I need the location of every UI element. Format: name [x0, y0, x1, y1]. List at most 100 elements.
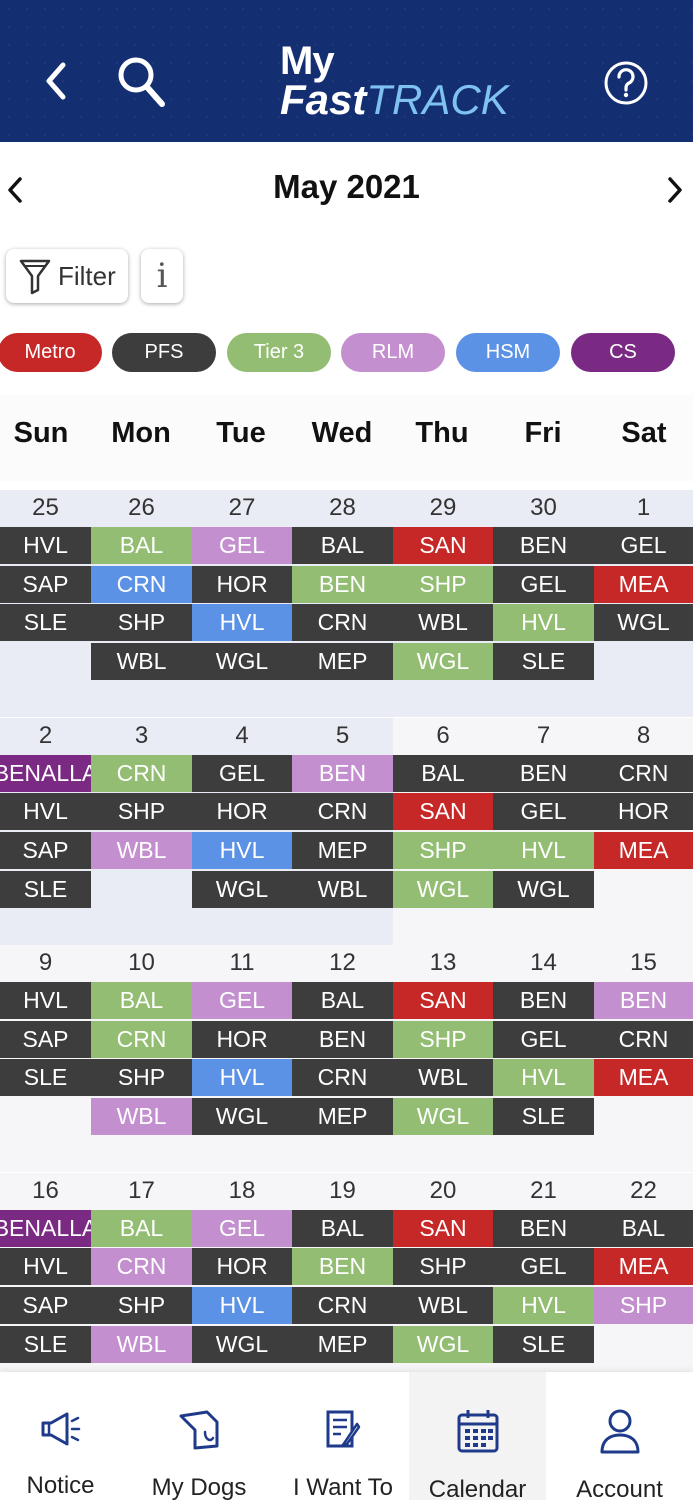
- meeting-entry-wgl[interactable]: WGL: [393, 1098, 493, 1136]
- meeting-entry-wgl[interactable]: WGL: [393, 1325, 493, 1363]
- meeting-entry-wgl[interactable]: WGL: [192, 643, 292, 681]
- meeting-entry-hor[interactable]: HOR: [594, 793, 693, 831]
- legend-pill-metro[interactable]: Metro: [0, 333, 102, 372]
- calendar-day-cell[interactable]: 12 BAL BEN CRN MEP: [292, 945, 393, 1172]
- meeting-entry-shp[interactable]: SHP: [393, 1248, 493, 1286]
- meeting-entry-sap[interactable]: SAP: [0, 565, 91, 603]
- info-button[interactable]: i: [141, 249, 183, 303]
- calendar-day-cell[interactable]: 14 BEN GEL HVL SLE: [493, 945, 594, 1172]
- meeting-entry-gel[interactable]: GEL: [493, 1020, 594, 1058]
- meeting-entry-hvl[interactable]: HVL: [493, 1286, 594, 1324]
- meeting-entry-wbl[interactable]: WBL: [91, 1098, 192, 1136]
- calendar-day-cell[interactable]: 10 BAL CRN SHP WBL: [91, 945, 192, 1172]
- meeting-entry-bal[interactable]: BAL: [292, 1209, 393, 1247]
- meeting-entry-wgl[interactable]: WGL: [493, 870, 594, 908]
- meeting-entry-sap[interactable]: SAP: [0, 1020, 91, 1058]
- meeting-entry-sle[interactable]: SLE: [0, 604, 91, 642]
- calendar-day-cell[interactable]: 20 SAN SHP WBL WGL: [393, 1172, 493, 1372]
- meeting-entry-mep[interactable]: MEP: [292, 831, 393, 869]
- meeting-entry-hvl[interactable]: HVL: [192, 831, 292, 869]
- meeting-entry-ben[interactable]: BEN: [292, 565, 393, 603]
- meeting-entry-crn[interactable]: CRN: [292, 604, 393, 642]
- legend-pill-rlm[interactable]: RLM: [341, 333, 445, 372]
- meeting-entry-gel[interactable]: GEL: [192, 982, 292, 1019]
- meeting-entry-wbl[interactable]: WBL: [393, 1286, 493, 1324]
- meeting-entry-sle[interactable]: SLE: [493, 1098, 594, 1136]
- meeting-entry-shp[interactable]: SHP: [393, 831, 493, 869]
- meeting-entry-crn[interactable]: CRN: [91, 1020, 192, 1058]
- meeting-entry-mep[interactable]: MEP: [292, 1098, 393, 1136]
- calendar-day-cell[interactable]: 21 BEN GEL HVL SLE: [493, 1172, 594, 1372]
- meeting-entry-ben[interactable]: BEN: [292, 754, 393, 792]
- meeting-entry-wbl[interactable]: WBL: [91, 831, 192, 869]
- meeting-entry-shp[interactable]: SHP: [91, 793, 192, 831]
- meeting-entry-mea[interactable]: MEA: [594, 1248, 693, 1286]
- calendar-day-cell[interactable]: 5 BEN CRN MEP WBL: [292, 717, 393, 945]
- calendar-day-cell[interactable]: 1 GEL MEA WGL: [594, 490, 693, 717]
- meeting-entry-san[interactable]: SAN: [393, 527, 493, 564]
- meeting-entry-bal[interactable]: BAL: [292, 982, 393, 1019]
- meeting-entry-crn[interactable]: CRN: [292, 1286, 393, 1324]
- meeting-entry-sap[interactable]: SAP: [0, 831, 91, 869]
- calendar-day-cell[interactable]: 17 BAL CRN SHP WBL: [91, 1172, 192, 1372]
- nav-item-i-want-to[interactable]: I Want To: [277, 1372, 409, 1500]
- meeting-entry-shp[interactable]: SHP: [91, 1286, 192, 1324]
- meeting-entry-hor[interactable]: HOR: [192, 793, 292, 831]
- meeting-entry-ben[interactable]: BEN: [493, 982, 594, 1019]
- meeting-entry-wgl[interactable]: WGL: [393, 643, 493, 681]
- calendar-day-cell[interactable]: 13 SAN SHP WBL WGL: [393, 945, 493, 1172]
- meeting-entry-mep[interactable]: MEP: [292, 1325, 393, 1363]
- calendar-day-cell[interactable]: 4 GEL HOR HVL WGL: [192, 717, 292, 945]
- search-button[interactable]: [112, 52, 172, 112]
- meeting-entry-sle[interactable]: SLE: [0, 1059, 91, 1097]
- meeting-entry-hvl[interactable]: HVL: [0, 982, 91, 1019]
- meeting-entry-ben[interactable]: BEN: [493, 1209, 594, 1247]
- meeting-entry-mea[interactable]: MEA: [594, 565, 693, 603]
- meeting-entry-sle[interactable]: SLE: [493, 643, 594, 681]
- meeting-entry-ben[interactable]: BEN: [493, 527, 594, 564]
- meeting-entry-crn[interactable]: CRN: [292, 1059, 393, 1097]
- calendar-day-cell[interactable]: 16 BENALLA HVL SAP SLE: [0, 1172, 91, 1372]
- meeting-entry-gel[interactable]: GEL: [493, 565, 594, 603]
- meeting-entry-bal[interactable]: BAL: [91, 1209, 192, 1247]
- meeting-entry-bal[interactable]: BAL: [393, 754, 493, 792]
- help-button[interactable]: [598, 55, 654, 111]
- calendar-day-cell[interactable]: 25 HVL SAP SLE: [0, 490, 91, 717]
- meeting-entry-sle[interactable]: SLE: [493, 1325, 594, 1363]
- meeting-entry-gel[interactable]: GEL: [192, 754, 292, 792]
- meeting-entry-wgl[interactable]: WGL: [192, 870, 292, 908]
- meeting-entry-hvl[interactable]: HVL: [0, 527, 91, 564]
- meeting-entry-crn[interactable]: CRN: [594, 1020, 693, 1058]
- meeting-entry-sap[interactable]: SAP: [0, 1286, 91, 1324]
- meeting-entry-hvl[interactable]: HVL: [493, 1059, 594, 1097]
- meeting-entry-mep[interactable]: MEP: [292, 643, 393, 681]
- calendar-day-cell[interactable]: 9 HVL SAP SLE: [0, 945, 91, 1172]
- meeting-entry-san[interactable]: SAN: [393, 982, 493, 1019]
- calendar-day-cell[interactable]: 29 SAN SHP WBL WGL: [393, 490, 493, 717]
- meeting-entry-hvl[interactable]: HVL: [192, 1059, 292, 1097]
- meeting-entry-crn[interactable]: CRN: [91, 1248, 192, 1286]
- meeting-entry-hor[interactable]: HOR: [192, 565, 292, 603]
- legend-pill-hsm[interactable]: HSM: [456, 333, 560, 372]
- calendar-day-cell[interactable]: 30 BEN GEL HVL SLE: [493, 490, 594, 717]
- meeting-entry-san[interactable]: SAN: [393, 793, 493, 831]
- calendar-day-cell[interactable]: 26 BAL CRN SHP WBL: [91, 490, 192, 717]
- meeting-entry-wbl[interactable]: WBL: [393, 1059, 493, 1097]
- legend-pill-pfs[interactable]: PFS: [112, 333, 216, 372]
- meeting-entry-hvl[interactable]: HVL: [493, 604, 594, 642]
- meeting-entry-benalla[interactable]: BENALLA: [0, 754, 91, 792]
- calendar-day-cell[interactable]: 15 BEN CRN MEA: [594, 945, 693, 1172]
- next-month-button[interactable]: [660, 170, 690, 210]
- meeting-entry-hvl[interactable]: HVL: [192, 604, 292, 642]
- calendar-day-cell[interactable]: 22 BAL MEA SHP: [594, 1172, 693, 1372]
- meeting-entry-sle[interactable]: SLE: [0, 1325, 91, 1363]
- meeting-entry-gel[interactable]: GEL: [594, 527, 693, 564]
- meeting-entry-hvl[interactable]: HVL: [0, 793, 91, 831]
- calendar-day-cell[interactable]: 3 CRN SHP WBL: [91, 717, 192, 945]
- meeting-entry-bal[interactable]: BAL: [292, 527, 393, 564]
- nav-item-account[interactable]: Account: [546, 1372, 693, 1500]
- meeting-entry-crn[interactable]: CRN: [91, 754, 192, 792]
- meeting-entry-gel[interactable]: GEL: [493, 1248, 594, 1286]
- legend-pill-cs[interactable]: CS: [571, 333, 675, 372]
- calendar-day-cell[interactable]: 11 GEL HOR HVL WGL: [192, 945, 292, 1172]
